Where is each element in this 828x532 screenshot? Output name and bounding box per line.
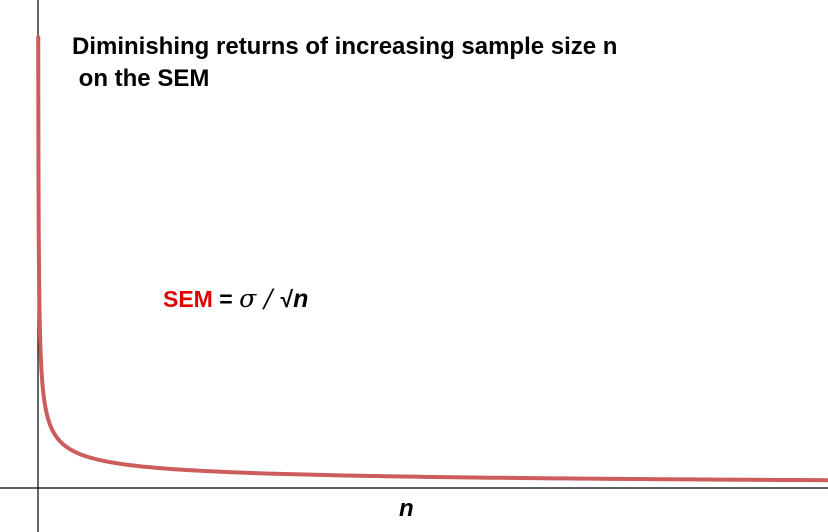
equals-sign: = — [212, 286, 240, 312]
chart-title: Diminishing returns of increasing sample… — [72, 31, 617, 95]
sem-curve — [36, 35, 828, 483]
x-axis-label: n — [399, 495, 414, 522]
division-slash: / — [256, 284, 281, 313]
square-root-symbol: √ — [280, 286, 294, 312]
sigma-symbol: σ — [239, 284, 257, 313]
chart-title-line-1: Diminishing returns of increasing sample… — [72, 33, 618, 60]
sem-formula-annotation: SEM = σ / √n — [163, 284, 308, 314]
n-variable: n — [293, 285, 309, 313]
chart-title-line-2: on the SEM — [72, 65, 210, 92]
sem-label: SEM — [163, 286, 213, 312]
